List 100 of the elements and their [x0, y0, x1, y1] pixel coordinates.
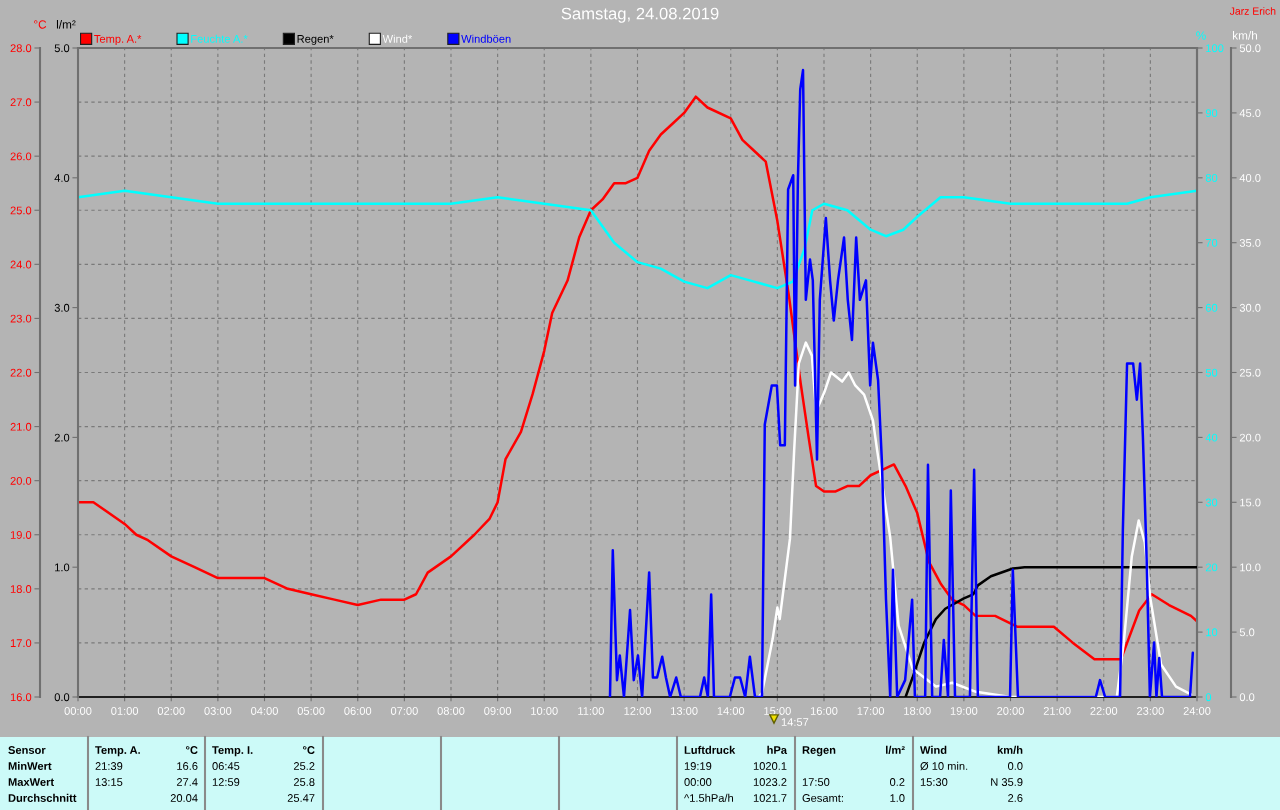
text: 15:30 [920, 778, 948, 786]
line-series [78, 189, 1197, 290]
text: Durchschnitt [8, 793, 77, 802]
text: °C [303, 746, 315, 754]
x-tick-label: 00:00 [64, 707, 92, 715]
y-tick-label: 4.0 [54, 174, 70, 182]
legend-label: Wind* [382, 34, 413, 43]
text: 1023.2 [753, 778, 787, 786]
x-tick-label: 02:00 [157, 707, 185, 715]
text: 21:39 [95, 762, 123, 770]
x-tick-label: 10:00 [531, 707, 558, 715]
y2-tick-label: 30 [1205, 498, 1218, 507]
x-tick-label: 13:00 [671, 707, 698, 715]
text: 06:45 [212, 762, 240, 770]
x-tick-label: 17:00 [857, 707, 885, 715]
text: N 35.9 [991, 778, 1023, 786]
y-tick-label: 0.0 [54, 693, 70, 702]
legend-label: Feuchte A.* [191, 34, 248, 43]
x-tick-label: 06:00 [344, 707, 372, 715]
y-tick-label: 21.0 [10, 422, 32, 431]
y2-tick-label: 15.0 [1240, 498, 1261, 507]
x-tick-label: 22:00 [1090, 707, 1118, 715]
legend-label: Temp. A.* [94, 35, 142, 45]
y2-tick-label: 70 [1205, 238, 1218, 247]
x-tick-label: 15:00 [764, 707, 791, 715]
text: 16.6 [177, 762, 198, 770]
y-tick-label: 19.0 [10, 531, 32, 539]
y2-tick-label: 50 [1205, 368, 1218, 377]
y2-tick-label: 35.0 [1239, 238, 1261, 247]
text: Gesamt: [802, 794, 843, 802]
x-tick-label: 05:00 [297, 707, 325, 715]
y2-tick-label: 0 [1205, 693, 1212, 702]
y2-tick-label: 90 [1205, 109, 1218, 118]
y2-tick-label: 10 [1206, 628, 1218, 637]
text: l/m² [886, 745, 905, 755]
text: Temp. I. [212, 746, 253, 757]
text: MinWert [8, 761, 52, 770]
text: 25.8 [293, 778, 315, 786]
y2-tick-label: 40 [1205, 433, 1218, 442]
text: 00:00 [684, 778, 712, 786]
x-tick-label: 11:00 [578, 707, 604, 715]
y2-axis-title: km/h [1233, 31, 1258, 40]
text: 20.04 [170, 794, 198, 802]
y2-tick-label: 25.0 [1239, 368, 1261, 377]
x-tick-label: 12:00 [624, 707, 651, 715]
y-tick-label: 28.0 [10, 44, 32, 53]
y-tick-label: 17.0 [10, 639, 32, 648]
y2-axis-title: % [1196, 31, 1206, 40]
text: 12:59 [212, 778, 240, 786]
text: 1021.7 [753, 794, 787, 802]
y2-tick-label: 0.0 [1239, 693, 1255, 702]
y2-tick-label: 50.0 [1239, 44, 1261, 53]
x-tick-label: 19:00 [950, 707, 978, 715]
x-tick-label: 16:00 [810, 707, 838, 715]
y2-tick-label: 80 [1205, 174, 1218, 182]
text: ^1.5hPa/h [684, 793, 733, 802]
x-tick-label: 24:00 [1183, 707, 1211, 715]
y2-tick-label: 30.0 [1239, 303, 1261, 312]
y2-tick-label: 45.0 [1239, 109, 1261, 118]
text: Regen [802, 746, 836, 757]
y-tick-label: 25.0 [10, 206, 32, 215]
y-axis-title: °C [34, 20, 47, 29]
text: 0.0 [1007, 762, 1023, 770]
text: Luftdruck [684, 745, 736, 754]
y2-tick-label: 40.0 [1239, 174, 1261, 182]
text: Sensor [8, 746, 46, 754]
y2-tick-label: 5.0 [1239, 628, 1255, 637]
text: 25.47 [287, 794, 315, 802]
y-tick-label: 5.0 [54, 44, 70, 53]
y-tick-label: 2.0 [54, 433, 70, 442]
y2-tick-label: 20 [1205, 563, 1218, 572]
text: 25.2 [293, 762, 315, 770]
line-series [608, 68, 1195, 697]
text: 2.6 [1008, 794, 1023, 802]
y-tick-label: 22.0 [10, 368, 32, 377]
text: °C [186, 746, 198, 754]
y2-tick-label: 100 [1206, 44, 1224, 53]
x-tick-label: 21:00 [1043, 707, 1071, 715]
text: 17:50 [802, 778, 830, 786]
text: 1020.1 [753, 762, 787, 770]
x-tick-label: 08:00 [437, 707, 465, 715]
text: Jarz Erich [1229, 7, 1276, 15]
chart-title: Samstag, 24.08.2019 [561, 7, 719, 23]
text: 1.0 [890, 794, 905, 802]
x-tick-label: 18:00 [904, 707, 931, 715]
x-tick-label: 04:00 [251, 707, 278, 715]
y-tick-label: 3.0 [54, 303, 70, 312]
y2-tick-label: 10.0 [1240, 563, 1261, 572]
x-tick-label: 01:00 [111, 707, 139, 715]
y-tick-label: 26.0 [10, 152, 32, 161]
y2-tick-label: 20.0 [1239, 433, 1261, 442]
text: km/h [997, 745, 1023, 755]
text: Ø 10 min. [920, 761, 968, 771]
x-tick-label: 23:00 [1137, 707, 1164, 715]
text: 27.4 [176, 778, 198, 786]
y2-tick-label: 60 [1205, 303, 1218, 312]
text: 19:19 [684, 762, 712, 770]
x-tick-label: 09:00 [484, 707, 512, 715]
text: 14:57 [781, 718, 809, 726]
text: Temp. A. [95, 746, 140, 757]
